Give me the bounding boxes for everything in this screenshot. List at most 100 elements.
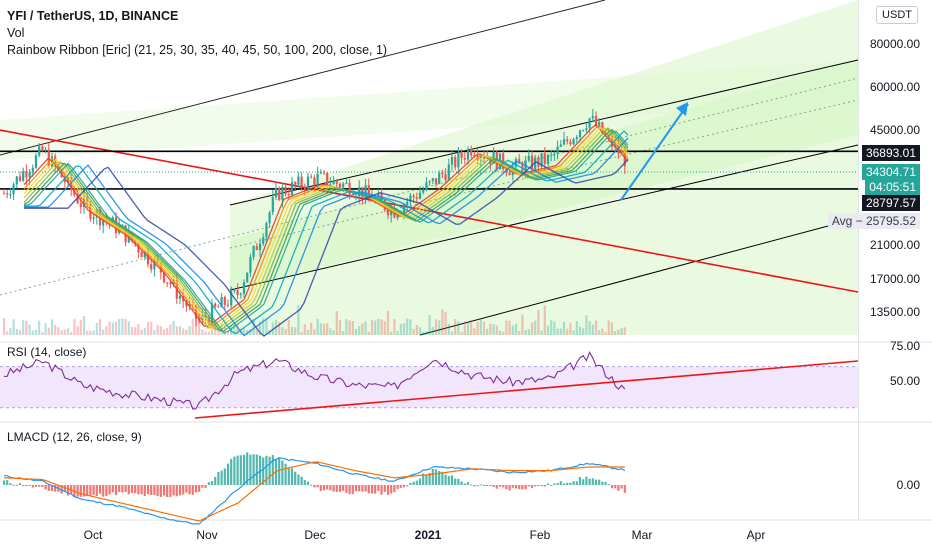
candle-body [623,151,626,167]
candle-body [354,196,358,198]
candle-body [252,246,255,257]
lmacd-histogram-bar [86,485,89,496]
lmacd-histogram-bar [511,485,514,488]
candle-body [332,180,335,185]
lmacd-histogram-bar [223,468,226,485]
volume-bar [591,324,594,335]
lmacd-histogram-bar [185,485,188,493]
price-tick: 21000.00 [869,238,920,252]
lmacd-histogram-bar [12,484,15,486]
candle-body [25,171,28,178]
lmacd-histogram-bar [118,485,121,492]
lmacd-histogram-bar [82,485,86,497]
lmacd-histogram-bar [466,482,470,485]
candle-body [204,314,207,318]
lmacd-histogram-bar [105,485,108,497]
volume-bar [345,319,348,335]
candle-body [412,195,415,198]
candle-body [188,303,191,307]
candle-body [274,187,278,198]
volume-bar [178,326,182,335]
lmacd-histogram-bar [447,475,450,485]
volume-bar [313,329,316,335]
candle-body [169,282,172,285]
volume-bar [495,325,498,335]
volume-bar [620,328,623,335]
volume-bar [553,321,556,335]
volume-bar [114,321,118,335]
candle-body [348,182,351,196]
lmacd-histogram-bar [342,485,345,491]
lmacd-histogram-bar [204,485,207,489]
candle-body [422,189,425,193]
volume-bar [454,318,457,335]
candle-body [351,195,354,197]
volume-bar [102,329,105,335]
candle-body [418,192,422,199]
lmacd-histogram-bar [338,485,342,492]
volume-bar [578,326,582,335]
lmacd-histogram-bar [63,485,66,493]
volume-bar [402,323,406,335]
candle-body [540,153,543,167]
volume-bar [146,322,150,335]
lmacd-histogram-bar [169,485,172,497]
rsi-line [3,351,626,410]
candle-body [15,176,18,185]
average-price-tag: Avg − 25795.52 [827,213,920,229]
candle-body [441,172,444,175]
lmacd-histogram-bar [159,485,162,497]
lmacd-histogram-bar [265,455,268,485]
candle-body [300,176,303,187]
volume-bar [204,331,207,335]
candle-body [310,176,313,178]
lmacd-histogram-bar [287,468,290,485]
rsi-tick: 50.00 [889,374,920,388]
lmacd-histogram-bar [316,485,319,488]
volume-bar [358,326,361,335]
candle-body [431,178,434,182]
volume-bar [28,324,31,335]
lmacd-histogram-bar [601,481,604,485]
volume-bar [623,327,626,335]
lmacd-histogram-bar [534,485,537,487]
volume-bar [169,324,172,335]
volume-bar [332,330,335,335]
rsi-label: RSI (14, close) [7,345,87,359]
volume-bar [159,326,162,335]
lmacd-histogram-bar [6,480,9,485]
lmacd-histogram-bar [137,485,140,495]
volume-bar [105,326,108,335]
candle-body [438,172,441,184]
lmacd-histogram-bar [489,485,492,486]
lmacd-histogram-bar [594,479,598,485]
lmacd-histogram-bar [210,480,214,485]
candle-body [313,177,316,186]
candle-body [367,185,370,195]
lmacd-histogram-bar [322,485,326,491]
volume-bar [18,330,22,335]
candle-body [185,301,188,307]
volume-bar [63,329,66,335]
volume-bar [89,331,92,335]
candle-body [265,223,268,238]
volume-bar [236,324,239,335]
volume-bar [377,318,380,335]
lmacd-histogram-bar [553,483,556,485]
candle-body [233,289,236,291]
candle-body [226,304,230,306]
currency-button[interactable]: USDT [876,6,918,24]
candle-body [262,237,265,244]
candle-body [12,184,15,195]
lmacd-signal-line [3,461,625,522]
price-candles [2,109,629,337]
lmacd-histogram-bar [425,474,428,485]
lmacd-histogram-bar [604,481,607,485]
candle-body [450,156,454,165]
candle-body [214,303,217,307]
volume-bar [406,318,409,335]
lmacd-histogram-bar [418,478,422,485]
lmacd-histogram-bar [306,481,310,485]
lmacd-histogram-bar [89,485,92,496]
